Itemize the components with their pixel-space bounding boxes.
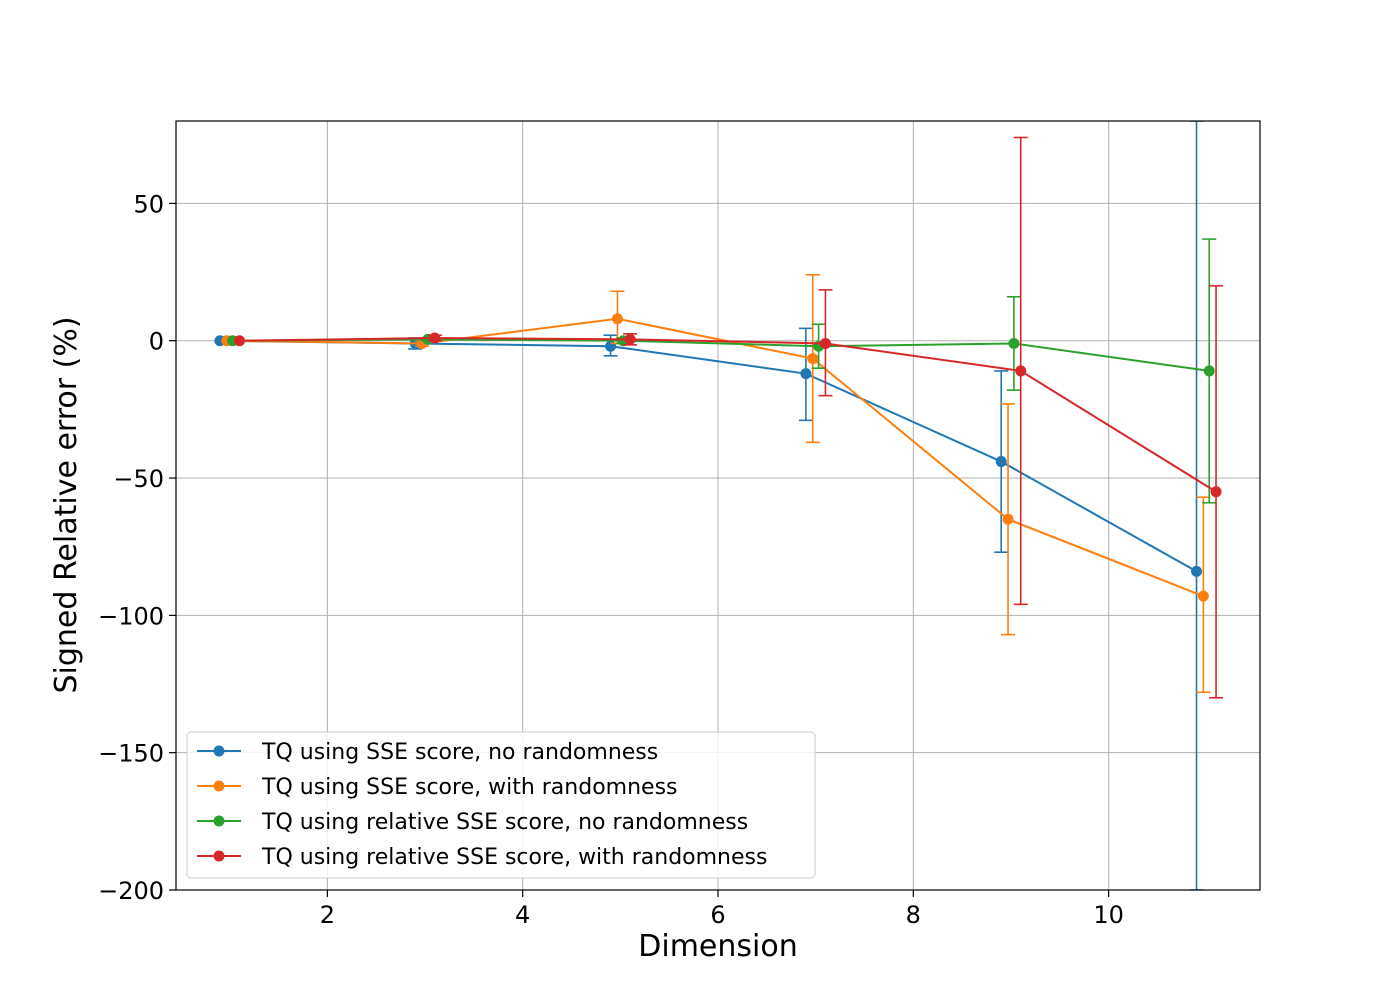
data-point: [233, 335, 245, 347]
y-tick-label: −200: [98, 877, 164, 905]
data-point: [624, 333, 636, 345]
data-point: [1210, 486, 1222, 498]
x-tick-label: 10: [1093, 901, 1124, 929]
data-point: [1191, 565, 1203, 577]
series-2: [221, 273, 1211, 694]
x-tick-label: 4: [515, 901, 530, 929]
legend-label: TQ using SSE score, with randomness: [261, 775, 678, 800]
series-3: [227, 238, 1217, 504]
legend-swatch-marker: [213, 745, 225, 757]
x-tick-label: 6: [710, 901, 725, 929]
data-point: [1002, 513, 1014, 525]
legend-swatch-marker: [213, 850, 225, 862]
x-tick-label: 8: [906, 901, 921, 929]
series-4: [233, 136, 1224, 699]
legend-label: TQ using relative SSE score, no randomne…: [261, 810, 748, 835]
y-tick-label: −50: [113, 465, 164, 493]
legend-swatch-marker: [213, 815, 225, 827]
data-point: [605, 340, 617, 352]
data-point: [429, 332, 441, 344]
y-tick-label: −100: [98, 602, 164, 630]
data-point: [1197, 590, 1209, 602]
data-point: [1015, 365, 1027, 377]
data-point: [1203, 365, 1215, 377]
y-tick-label: −150: [98, 740, 164, 768]
series-line: [232, 338, 1210, 372]
legend-label: TQ using relative SSE score, with random…: [261, 845, 767, 870]
legend-box: [186, 731, 816, 879]
ticks: 2 4 6 8 10 50 0 −50 −100 −150 −200: [98, 190, 1124, 929]
legend: TQ using SSE score, no randomness TQ usin…: [186, 731, 816, 879]
data-point: [819, 337, 831, 349]
y-tick-label: 0: [149, 328, 164, 356]
x-tick-label: 2: [320, 901, 335, 929]
data-point: [800, 368, 812, 380]
y-axis-label: Signed Relative error (%): [49, 316, 84, 693]
y-tick-label: 50: [133, 190, 164, 218]
data-point: [611, 313, 623, 325]
data-point: [807, 353, 819, 365]
series-layer: [214, 121, 1224, 890]
data-point: [995, 456, 1007, 468]
data-point: [1008, 337, 1020, 349]
series-line: [239, 336, 1217, 493]
legend-swatch-marker: [213, 780, 225, 792]
series-line: [226, 317, 1204, 598]
legend-label: TQ using SSE score, no randomness: [261, 740, 658, 765]
x-axis-label: Dimension: [638, 929, 797, 964]
